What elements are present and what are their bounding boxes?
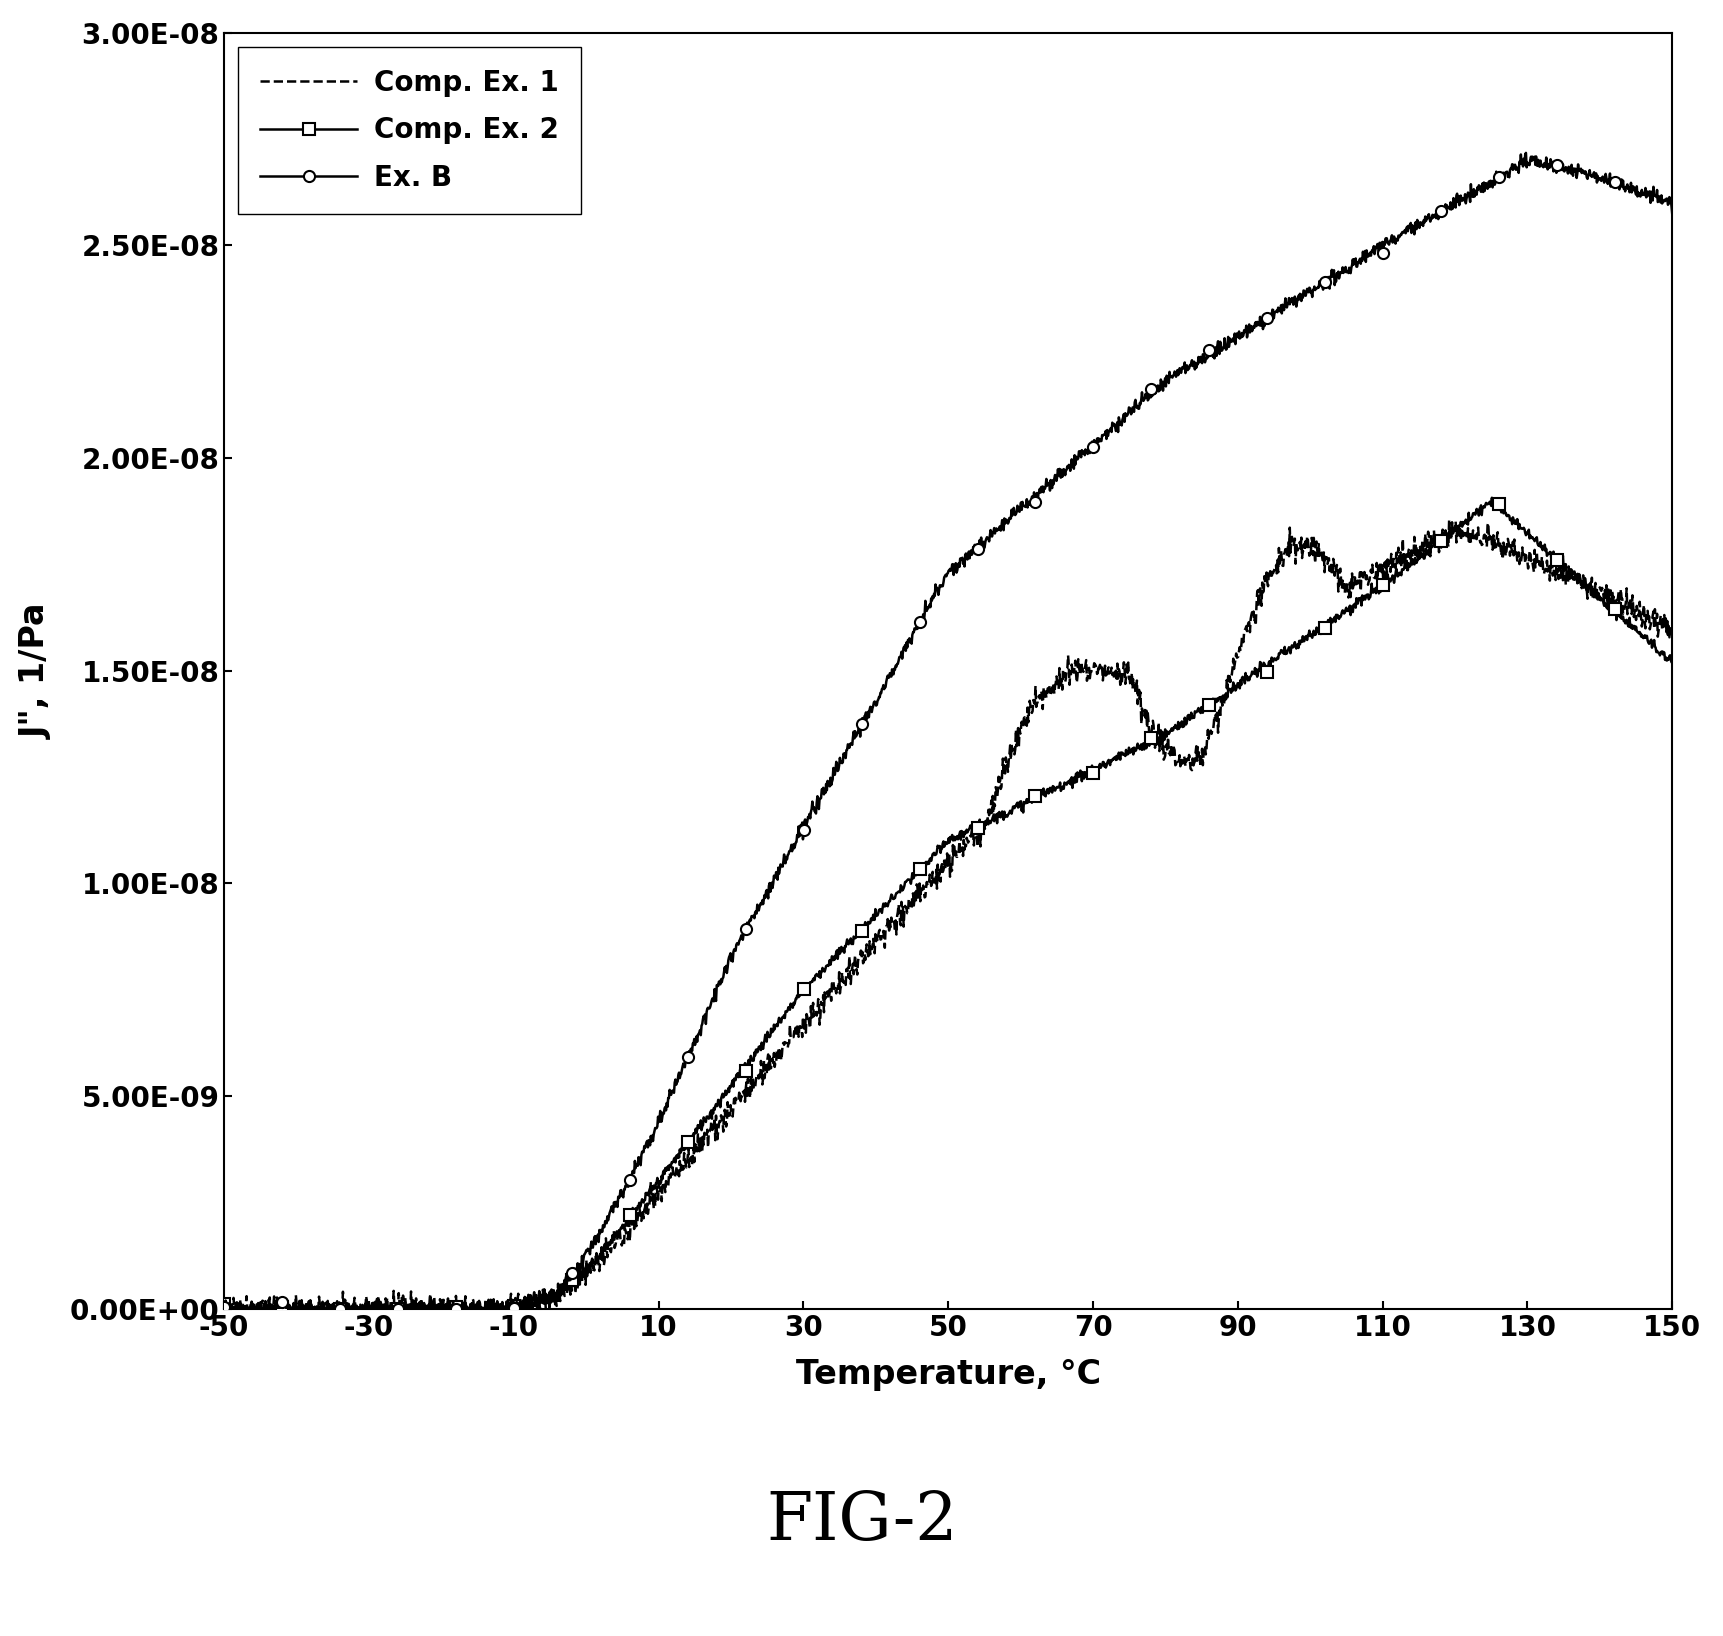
Comp. Ex. 1 — [214, 1288, 234, 1307]
Ex. B — [1620, 173, 1640, 193]
Comp. Ex. 1 — [1620, 600, 1640, 620]
Ex. B — [1661, 204, 1682, 224]
Line: Comp. Ex. 2: Comp. Ex. 2 — [219, 492, 1676, 1314]
Comp. Ex. 2 — [214, 1299, 234, 1319]
Comp. Ex. 2 — [1480, 488, 1501, 507]
Comp. Ex. 2 — [1354, 589, 1375, 609]
Ex. B — [214, 1297, 234, 1317]
Ex. B — [918, 596, 939, 615]
Comp. Ex. 1 — [918, 874, 939, 893]
Comp. Ex. 1 — [880, 918, 901, 937]
Comp. Ex. 2 — [1620, 615, 1640, 635]
Comp. Ex. 1 — [1354, 566, 1375, 586]
Comp. Ex. 1 — [1439, 509, 1459, 528]
Comp. Ex. 2 — [288, 1299, 308, 1319]
Comp. Ex. 1 — [1620, 604, 1640, 623]
Y-axis label: J", 1/Pa: J", 1/Pa — [21, 604, 53, 738]
Comp. Ex. 2 — [918, 854, 939, 874]
Ex. B — [880, 664, 901, 684]
Ex. B — [288, 1297, 308, 1317]
Comp. Ex. 2 — [880, 888, 901, 908]
Line: Ex. B: Ex. B — [219, 147, 1676, 1314]
Comp. Ex. 2 — [214, 1294, 234, 1314]
Ex. B — [1515, 142, 1535, 162]
Ex. B — [1620, 183, 1640, 203]
Comp. Ex. 1 — [1661, 617, 1682, 636]
X-axis label: Temperature, °C: Temperature, °C — [796, 1358, 1099, 1391]
Ex. B — [1354, 240, 1375, 260]
Comp. Ex. 2 — [1620, 618, 1640, 638]
Line: Comp. Ex. 1: Comp. Ex. 1 — [224, 519, 1671, 1309]
Comp. Ex. 2 — [1661, 653, 1682, 672]
Ex. B — [214, 1299, 234, 1319]
Text: FIG-2: FIG-2 — [765, 1489, 958, 1554]
Legend: Comp. Ex. 1, Comp. Ex. 2, Ex. B: Comp. Ex. 1, Comp. Ex. 2, Ex. B — [238, 46, 581, 214]
Comp. Ex. 1 — [215, 1299, 236, 1319]
Comp. Ex. 1 — [288, 1296, 308, 1315]
